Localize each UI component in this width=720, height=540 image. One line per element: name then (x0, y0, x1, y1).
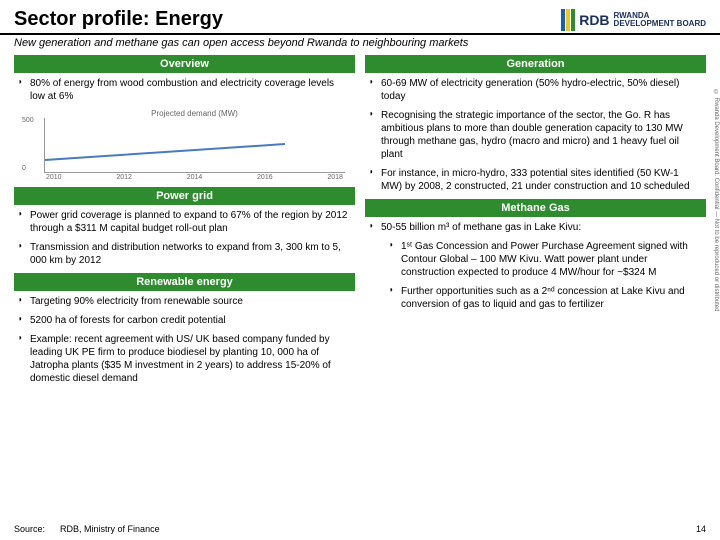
logo-rdb-text: RDB (579, 12, 609, 28)
renewable-bullet: ◗ 5200 ha of forests for carbon credit p… (14, 314, 355, 327)
bullet-text: Recognising the strategic importance of … (381, 109, 702, 161)
xtick: 2014 (187, 174, 203, 181)
generation-bullet: ◗ For instance, in micro-hydro, 333 pote… (365, 167, 706, 193)
bullet-icon: ◗ (18, 295, 30, 308)
methane-sub-bullet: ◗ Further opportunities such as a 2ⁿᵈ co… (365, 285, 706, 311)
overview-bullet: ◗ 80% of energy from wood combustion and… (14, 77, 355, 103)
footer: Source: RDB, Ministry of Finance 14 (14, 524, 706, 534)
generation-bullet: ◗ Recognising the strategic importance o… (365, 109, 706, 161)
bullet-text: 80% of energy from wood combustion and e… (30, 77, 351, 103)
renewable-bullet: ◗ Example: recent agreement with US/ UK … (14, 333, 355, 385)
source-value: RDB, Ministry of Finance (60, 524, 160, 534)
bullet-text: Targeting 90% electricity from renewable… (30, 295, 351, 308)
ytick: 500 (22, 117, 34, 124)
bullet-icon: ◗ (369, 167, 381, 193)
methane-header: Methane Gas (365, 199, 706, 217)
powergrid-header: Power grid (14, 187, 355, 205)
ytick: 0 (22, 165, 34, 172)
bullet-icon: ◗ (18, 241, 30, 267)
bullet-icon: ◗ (18, 314, 30, 327)
xtick: 2016 (257, 174, 273, 181)
powergrid-bullet: ◗ Transmission and distribution networks… (14, 241, 355, 267)
chart-line (45, 118, 285, 173)
logo-stripes (561, 9, 575, 31)
stripe-yellow (566, 9, 570, 31)
renewable-bullet: ◗ Targeting 90% electricity from renewab… (14, 295, 355, 308)
bullet-icon: ◗ (389, 240, 401, 279)
left-column: Overview ◗ 80% of energy from wood combu… (14, 55, 355, 391)
bullet-text: Transmission and distribution networks t… (30, 241, 351, 267)
bullet-icon: ◗ (18, 77, 30, 103)
xtick: 2018 (327, 174, 343, 181)
slide-header: Sector profile: Energy RDB RWANDA DEVELO… (0, 0, 720, 35)
stripe-green (571, 9, 575, 31)
content-columns: Overview ◗ 80% of energy from wood combu… (0, 55, 720, 391)
bullet-text: Example: recent agreement with US/ UK ba… (30, 333, 351, 385)
xtick: 2012 (116, 174, 132, 181)
bullet-icon: ◗ (18, 209, 30, 235)
powergrid-bullet: ◗ Power grid coverage is planned to expa… (14, 209, 355, 235)
bullet-text: 60-69 MW of electricity generation (50% … (381, 77, 702, 103)
source: Source: RDB, Ministry of Finance (14, 524, 160, 534)
logo-line2: DEVELOPMENT BOARD (614, 20, 706, 28)
right-column: Generation ◗ 60-69 MW of electricity gen… (365, 55, 706, 391)
bullet-text: Power grid coverage is planned to expand… (30, 209, 351, 235)
bullet-icon: ◗ (369, 109, 381, 161)
page-number: 14 (696, 524, 706, 534)
subtitle: New generation and methane gas can open … (0, 35, 720, 55)
rdb-logo: RDB RWANDA DEVELOPMENT BOARD (561, 9, 706, 31)
chart-y-axis: 500 0 (22, 117, 34, 172)
generation-bullet: ◗ 60-69 MW of electricity generation (50… (365, 77, 706, 103)
bullet-text: 50-55 billion m³ of methane gas in Lake … (381, 221, 702, 234)
methane-intro: ◗ 50-55 billion m³ of methane gas in Lak… (365, 221, 706, 234)
bullet-icon: ◗ (389, 285, 401, 311)
bullet-text: 1ˢᵗ Gas Concession and Power Purchase Ag… (401, 240, 702, 279)
chart-title: Projected demand (MW) (44, 109, 345, 118)
bullet-icon: ◗ (369, 77, 381, 103)
source-label: Source: (14, 524, 45, 534)
chart-plot-area (44, 118, 345, 173)
xtick: 2010 (46, 174, 62, 181)
generation-header: Generation (365, 55, 706, 73)
methane-sub-bullet: ◗ 1ˢᵗ Gas Concession and Power Purchase … (365, 240, 706, 279)
demand-chart: Projected demand (MW) 500 0 2010 2012 20… (44, 109, 345, 181)
stripe-blue (561, 9, 565, 31)
bullet-text: 5200 ha of forests for carbon credit pot… (30, 314, 351, 327)
page-title: Sector profile: Energy (14, 8, 223, 31)
bullet-icon: ◗ (18, 333, 30, 385)
confidential-sidetext: © Rwanda Development Board. Confidential… (713, 90, 719, 311)
bullet-icon: ◗ (369, 221, 381, 234)
bullet-text: Further opportunities such as a 2ⁿᵈ conc… (401, 285, 702, 311)
bullet-text: For instance, in micro-hydro, 333 potent… (381, 167, 702, 193)
overview-header: Overview (14, 55, 355, 73)
chart-x-axis: 2010 2012 2014 2016 2018 (44, 173, 345, 181)
renewable-header: Renewable energy (14, 273, 355, 291)
logo-subtitle: RWANDA DEVELOPMENT BOARD (614, 12, 706, 28)
